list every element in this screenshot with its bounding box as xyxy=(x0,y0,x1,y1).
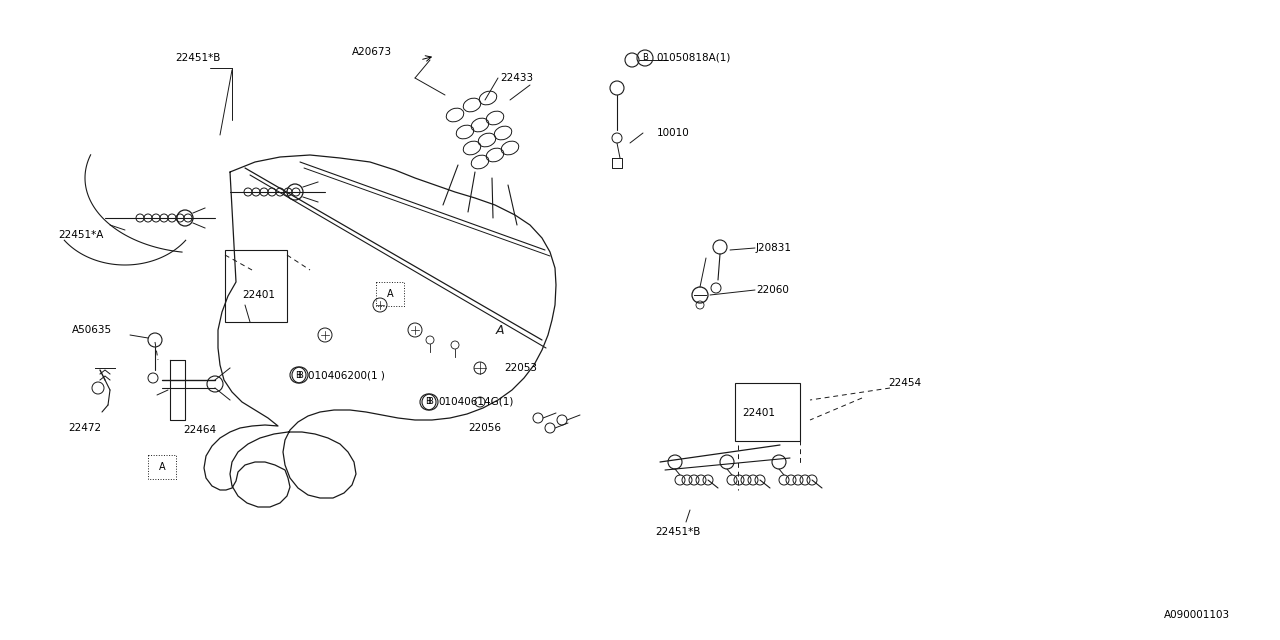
Text: 10010: 10010 xyxy=(657,128,690,138)
Text: 22056: 22056 xyxy=(468,423,500,433)
Text: B: B xyxy=(643,54,648,63)
Text: 22451*B: 22451*B xyxy=(175,53,220,63)
Text: 22053: 22053 xyxy=(504,363,538,373)
Text: J20831: J20831 xyxy=(756,243,792,253)
Text: A50635: A50635 xyxy=(72,325,113,335)
Text: A: A xyxy=(159,462,165,472)
Text: B: B xyxy=(428,397,433,406)
Text: A: A xyxy=(495,323,504,337)
Text: A: A xyxy=(387,289,393,299)
Text: 22451*A: 22451*A xyxy=(58,230,104,240)
Text: 22464: 22464 xyxy=(183,425,216,435)
Text: 010406200(1 ): 010406200(1 ) xyxy=(308,370,385,380)
Text: 22433: 22433 xyxy=(500,73,534,83)
Text: 01040614G(1): 01040614G(1) xyxy=(438,397,513,407)
Text: 01050818A(1): 01050818A(1) xyxy=(657,53,731,63)
Text: B: B xyxy=(296,371,301,380)
Text: 22454: 22454 xyxy=(888,378,922,388)
Text: 22472: 22472 xyxy=(68,423,101,433)
Text: B: B xyxy=(297,371,303,380)
Text: A20673: A20673 xyxy=(352,47,392,57)
Text: 22401: 22401 xyxy=(742,408,774,418)
Text: B: B xyxy=(425,397,431,406)
Text: 22060: 22060 xyxy=(756,285,788,295)
Text: A090001103: A090001103 xyxy=(1164,610,1230,620)
Text: 22401: 22401 xyxy=(242,290,275,300)
Text: 22451*B: 22451*B xyxy=(655,527,700,537)
